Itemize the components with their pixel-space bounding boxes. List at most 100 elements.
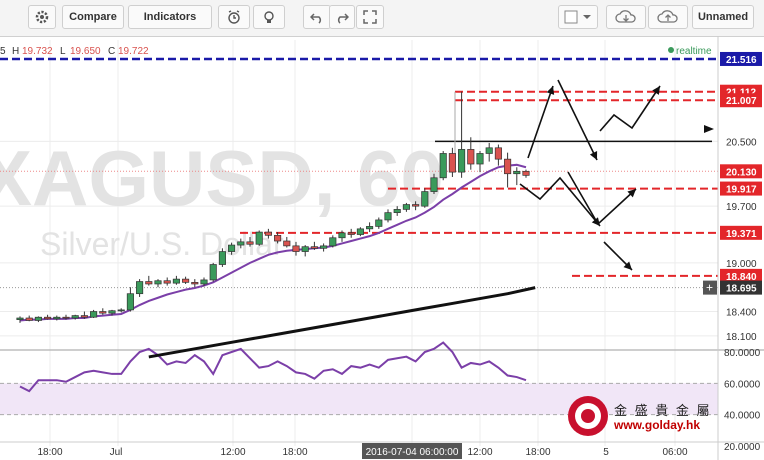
candle-body xyxy=(200,279,208,285)
save-layout-button[interactable] xyxy=(648,5,688,29)
price-badge-label: 18.840 xyxy=(726,272,757,283)
candle-body xyxy=(504,158,512,175)
price-axis-label: 19.700 xyxy=(726,202,757,213)
candle-body xyxy=(90,311,98,318)
plus-icon: + xyxy=(706,281,713,295)
scenario-arrow xyxy=(599,85,661,132)
candle-body xyxy=(62,316,70,319)
candle-body xyxy=(301,246,309,252)
realtime-label: realtime xyxy=(676,46,712,57)
candle-body xyxy=(467,149,475,165)
candle-body xyxy=(237,241,245,246)
oscillator-axis-label: 60.0000 xyxy=(724,379,761,390)
candle-body xyxy=(44,316,52,320)
undo-button[interactable] xyxy=(303,5,331,29)
price-badge xyxy=(720,181,762,196)
price-axis-label: 19.000 xyxy=(726,259,757,270)
logo-chinese-name: 金 盛 貴 金 屬 xyxy=(614,403,712,418)
candle-body xyxy=(145,281,153,285)
ohlc-legend-item: 19.732 xyxy=(22,46,53,57)
price-badge-label: 19.371 xyxy=(726,229,757,240)
time-axis-label: 18:00 xyxy=(282,447,307,458)
price-badge-label: 18.695 xyxy=(726,284,757,295)
ohlc-legend-item: L xyxy=(60,46,66,57)
settings-icon xyxy=(35,10,49,24)
redo-icon xyxy=(337,13,349,24)
compare-button[interactable]: Compare xyxy=(62,5,124,29)
oscillator-line xyxy=(19,341,527,393)
candle-body xyxy=(182,278,190,283)
load-layout-button[interactable] xyxy=(606,5,646,29)
realtime-dot xyxy=(668,47,674,53)
scenario-arrowhead xyxy=(652,86,660,95)
ohlc-legend-item: 19.650 xyxy=(70,46,101,57)
time-axis-label: 06:00 xyxy=(662,447,687,458)
candle-body xyxy=(274,234,282,242)
candle-body xyxy=(320,245,328,249)
price-badge xyxy=(720,280,762,295)
scenario-arrow xyxy=(527,85,554,159)
candle-body xyxy=(71,315,79,319)
candle-body xyxy=(402,204,410,210)
price-axis-label: 20.500 xyxy=(726,137,757,148)
light-icon xyxy=(264,11,274,23)
color-select[interactable] xyxy=(558,5,598,29)
cloud-download-icon xyxy=(615,10,636,23)
candle-body xyxy=(16,317,24,320)
candle-body xyxy=(126,293,134,311)
candle-body xyxy=(430,177,438,192)
alert-button[interactable] xyxy=(218,5,250,29)
date-badge xyxy=(362,443,462,459)
candle-body xyxy=(218,251,226,265)
candle-body xyxy=(522,170,530,176)
candle-body xyxy=(99,311,107,314)
scenario-arrowhead xyxy=(627,189,636,198)
fullscreen-button[interactable] xyxy=(356,5,384,29)
candle-body xyxy=(384,212,392,221)
price-badge xyxy=(720,164,762,179)
candle-body xyxy=(439,153,447,179)
ohlc-legend-item: 19.722 xyxy=(118,46,149,57)
candle-body xyxy=(264,231,272,236)
ma-long-line xyxy=(148,286,536,359)
ideas-button[interactable] xyxy=(253,5,285,29)
time-axis-label: Jul xyxy=(110,447,123,458)
time-axis-label: 5 xyxy=(603,447,609,458)
candle-body xyxy=(163,280,171,284)
candle-body xyxy=(412,204,420,207)
candle-body xyxy=(80,315,88,318)
scenario-arrow xyxy=(557,79,598,161)
scenario-arrow xyxy=(519,176,601,227)
ma-short-line xyxy=(19,163,527,322)
indicators-button[interactable]: Indicators xyxy=(128,5,212,29)
ohlc-legend-item: 5 xyxy=(0,46,6,57)
toolbar: Compare Indicators Unnamed xyxy=(0,0,764,37)
candle-body xyxy=(448,153,456,173)
ohlc-legend-item: H xyxy=(12,46,19,57)
golday-logo: 金 盛 貴 金 屬 www.golday.hk xyxy=(566,392,716,442)
price-badge-label: 21.516 xyxy=(726,55,757,66)
time-axis-label: 18:00 xyxy=(37,447,62,458)
price-axis-label: 18.100 xyxy=(726,332,757,343)
candle-body xyxy=(25,317,33,321)
candle-body xyxy=(172,278,180,284)
redo-button[interactable] xyxy=(329,5,355,29)
price-badge xyxy=(720,93,762,108)
oscillator-axis-label: 20.0000 xyxy=(724,442,761,453)
candle-body xyxy=(117,309,125,312)
layout-name-button[interactable]: Unnamed xyxy=(692,5,754,29)
price-badge-label: 19.917 xyxy=(726,185,757,196)
candle-body xyxy=(375,219,383,227)
candle-body xyxy=(356,228,364,235)
candle-body xyxy=(421,191,429,207)
price-badge xyxy=(720,51,762,66)
oscillator-axis-label: 40.0000 xyxy=(724,411,761,422)
price-badge xyxy=(720,268,762,283)
settings-button[interactable] xyxy=(28,5,56,29)
candle-body xyxy=(513,170,521,175)
scenario-arrow xyxy=(567,171,637,226)
alert-icon xyxy=(228,10,240,24)
candle-body xyxy=(136,281,144,295)
scenario-arrowhead xyxy=(589,151,598,160)
